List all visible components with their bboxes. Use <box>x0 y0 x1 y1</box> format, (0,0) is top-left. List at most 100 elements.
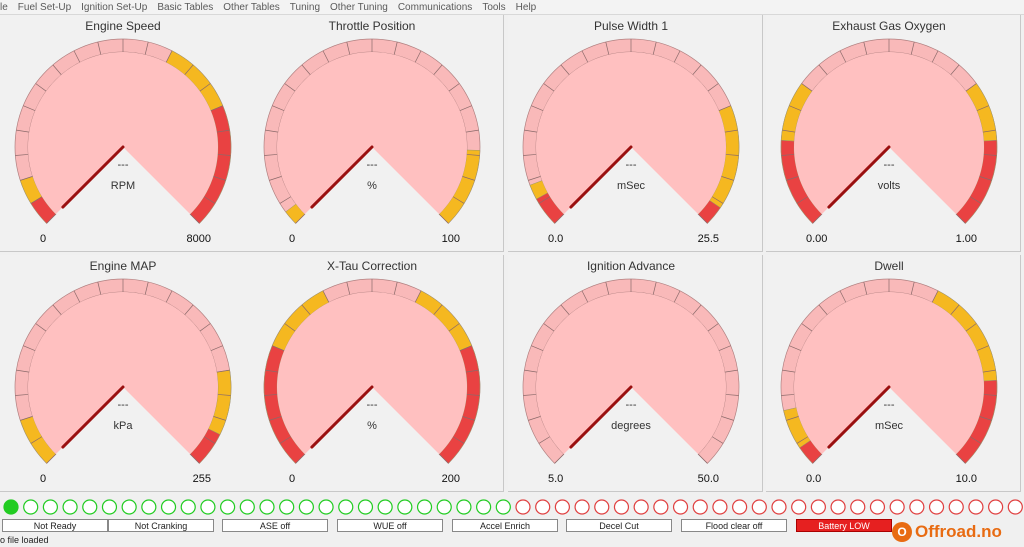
gauge-unit: % <box>367 420 377 432</box>
menu-item-ignition-set-up[interactable]: Ignition Set-Up <box>81 1 148 13</box>
gauge-tick <box>23 105 36 111</box>
gauge-tick <box>781 154 795 156</box>
menu-item-other-tables[interactable]: Other Tables <box>223 1 280 13</box>
gauge-tick <box>931 290 939 303</box>
gauge-tick <box>97 41 102 55</box>
gauge-tick <box>295 213 306 224</box>
menu-item-help[interactable]: Help <box>515 1 537 13</box>
gauge-tick <box>144 281 149 295</box>
gauge-tick <box>269 416 282 421</box>
status-not-cranking: Not Cranking <box>108 519 214 532</box>
status-flood-clear-off: Flood clear off <box>681 519 787 532</box>
gauge-tick <box>781 394 795 396</box>
gauge-unit: degrees <box>611 420 651 432</box>
gauge-tick <box>979 416 992 421</box>
gauge-dwell[interactable]: Dwell --- mSec 0.0 10.0 <box>766 255 1021 492</box>
indicator-led-green <box>141 499 157 515</box>
gauge-tick <box>982 129 996 133</box>
menu-item-fuel-set-up[interactable]: Fuel Set-Up <box>17 1 72 13</box>
menu-item-tools[interactable]: Tools <box>482 1 506 13</box>
gauge-tick <box>711 196 724 204</box>
gauge-tick <box>725 154 739 156</box>
gauge-exhaust-gas-oxygen[interactable]: Exhaust Gas Oxygen --- volts 0.00 1.00 <box>766 15 1021 252</box>
gauge-needle <box>569 385 633 449</box>
gauge-tick <box>265 129 279 133</box>
gauge-tick <box>965 83 977 92</box>
gauge-tick <box>697 213 708 224</box>
gauge-face <box>277 292 467 455</box>
gauge-tick <box>581 290 589 303</box>
gauge-tick <box>279 436 292 444</box>
gauge-tick <box>301 64 311 75</box>
gauge-engine-map[interactable]: Engine MAP --- kPa 0 255 <box>0 255 255 492</box>
gauge-tick <box>818 64 828 75</box>
gauge-tick <box>414 290 422 303</box>
indicator-led-red <box>850 499 866 515</box>
gauge-tick <box>189 453 200 464</box>
gauge-tick <box>452 436 465 444</box>
gauge-tick <box>466 394 480 396</box>
gauge-tick <box>452 196 465 204</box>
indicator-led-green <box>377 499 393 515</box>
gauge-tick <box>295 453 306 464</box>
gauge-max-label: 1.00 <box>956 233 977 245</box>
gauge-ignition-advance[interactable]: Ignition Advance --- degrees 5.0 50.0 <box>508 255 763 492</box>
indicator-led-red <box>1007 499 1023 515</box>
gauge-needle <box>827 145 891 209</box>
gauge-tick <box>528 176 541 181</box>
gauge-tick <box>46 213 57 224</box>
gauge-min-label: 0.00 <box>806 233 827 245</box>
gauge-tick <box>725 394 739 396</box>
gauge-tick <box>20 176 33 181</box>
menu-item-communications[interactable]: Communications <box>397 1 473 13</box>
gauge-engine-speed[interactable]: Engine Speed --- RPM 0 8000 <box>0 15 255 252</box>
gauge-tick <box>707 83 719 92</box>
gauge-unit: mSec <box>875 420 904 432</box>
gauge-throttle-position[interactable]: Throttle Position ---% 0 100 <box>249 15 504 252</box>
indicator-led-green <box>23 499 39 515</box>
gauge-tick <box>789 105 802 111</box>
gauge-max-label: 100 <box>442 233 460 245</box>
gauge-tick <box>217 154 231 156</box>
gauge-tick <box>217 394 231 396</box>
gauge-title: Dwell <box>874 259 903 273</box>
gauge-tick <box>438 453 449 464</box>
status-decel-cut: Decel Cut <box>566 519 672 532</box>
gauge-tick <box>724 369 738 373</box>
gauge-tick <box>863 41 868 55</box>
gauge-tick <box>199 323 211 332</box>
gauge-tick <box>796 436 809 444</box>
gauge-tick <box>605 281 610 295</box>
gauge-min-label: 0.0 <box>806 473 821 485</box>
gauge-tick <box>718 105 731 111</box>
gauge-tick <box>462 416 475 421</box>
gauge-face <box>794 52 984 215</box>
gauge-x-tau-correction[interactable]: X-Tau Correction ---% 0 200 <box>249 255 504 492</box>
indicator-led-green <box>318 499 334 515</box>
gauge-tick <box>73 290 81 303</box>
watermark-logo: O Offroad.no <box>892 516 1024 547</box>
gauge-tick <box>554 213 565 224</box>
gauge-max-label: 50.0 <box>698 473 719 485</box>
gauge-grid: Engine Speed --- RPM 0 8000 Throttle Position… <box>0 15 1024 495</box>
gauge-pulse-width-1[interactable]: Pulse Width 1 --- mSec 0.0 25.5 <box>508 15 763 252</box>
gauge-tick <box>538 196 551 204</box>
gauge-tick <box>466 154 480 156</box>
indicator-led-green <box>436 499 452 515</box>
gauge-tick <box>15 394 29 396</box>
menu-item-basic-tables[interactable]: Basic Tables <box>157 1 214 13</box>
gauge-tick <box>524 129 538 133</box>
gauge-tick <box>955 453 966 464</box>
gauge-tick <box>718 345 731 351</box>
gauge-value: --- <box>884 159 895 171</box>
gauge-needle <box>827 385 891 449</box>
gauge-tick <box>210 345 223 351</box>
menu-item-le[interactable]: le <box>0 1 8 13</box>
menu-item-other-tuning[interactable]: Other Tuning <box>330 1 388 13</box>
menu-item-tuning[interactable]: Tuning <box>289 1 321 13</box>
gauge-tick <box>955 213 966 224</box>
gauge-tick <box>393 281 398 295</box>
indicator-led-green <box>239 499 255 515</box>
indicator-led-red <box>830 499 846 515</box>
gauge-max-label: 8000 <box>187 233 211 245</box>
